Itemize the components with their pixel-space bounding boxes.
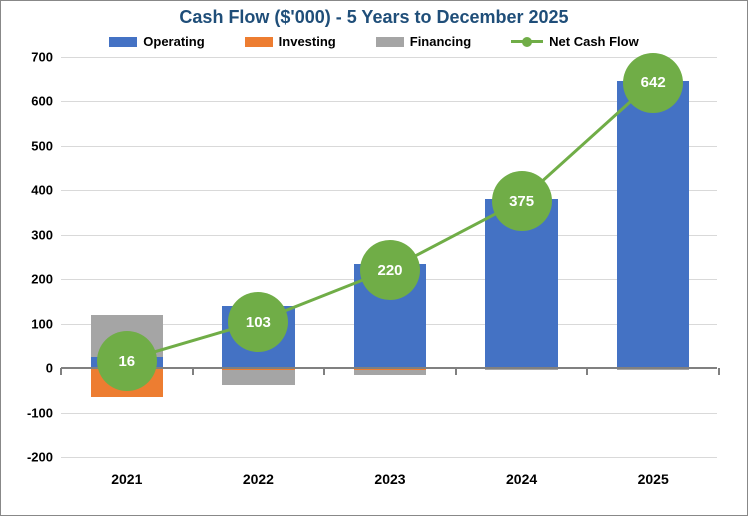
net-marker-label: 642 (641, 74, 666, 91)
chart-title: Cash Flow ($'000) - 5 Years to December … (1, 1, 747, 30)
legend-swatch (376, 37, 404, 47)
net-marker: 220 (360, 240, 420, 300)
x-tick-mark (718, 368, 720, 375)
y-tick-label: 700 (31, 50, 61, 65)
y-tick-label: -200 (27, 450, 61, 465)
cash-flow-chart: Cash Flow ($'000) - 5 Years to December … (0, 0, 748, 516)
legend-label: Operating (143, 34, 204, 49)
y-tick-label: 0 (46, 361, 61, 376)
legend-swatch (245, 37, 273, 47)
y-tick-label: 600 (31, 94, 61, 109)
x-axis-label: 2021 (111, 471, 142, 487)
legend-item: Financing (376, 34, 471, 49)
legend-line-icon (511, 35, 543, 49)
legend-item: Net Cash Flow (511, 34, 639, 49)
net-marker-label: 103 (246, 314, 271, 331)
x-axis-label: 2024 (506, 471, 537, 487)
net-marker: 16 (97, 331, 157, 391)
y-tick-label: 400 (31, 183, 61, 198)
y-tick-label: -100 (27, 405, 61, 420)
legend-item: Operating (109, 34, 204, 49)
y-tick-label: 200 (31, 272, 61, 287)
net-marker-label: 220 (377, 262, 402, 279)
x-axis-label: 2023 (374, 471, 405, 487)
net-marker: 375 (492, 171, 552, 231)
legend-item: Investing (245, 34, 336, 49)
legend-label: Financing (410, 34, 471, 49)
net-marker: 642 (623, 53, 683, 113)
net-marker: 103 (228, 292, 288, 352)
x-axis-label: 2025 (638, 471, 669, 487)
legend-label: Net Cash Flow (549, 34, 639, 49)
legend-label: Investing (279, 34, 336, 49)
x-axis-label: 2022 (243, 471, 274, 487)
y-tick-label: 500 (31, 138, 61, 153)
net-marker-label: 16 (118, 353, 135, 370)
legend: Operating Investing Financing Net Cash Flow (1, 30, 747, 57)
net-marker-label: 375 (509, 193, 534, 210)
y-tick-label: 300 (31, 227, 61, 242)
y-tick-label: 100 (31, 316, 61, 331)
x-axis-labels: 2021 2022 2023 2024 2025 (61, 457, 717, 487)
legend-swatch (109, 37, 137, 47)
chart-title-text: Cash Flow ($'000) - 5 Years to December … (179, 7, 568, 27)
marker-layer: 16 103 220 375 642 (61, 57, 717, 457)
plot-area: -200-1000100200300400500600700 161032203… (61, 57, 717, 457)
